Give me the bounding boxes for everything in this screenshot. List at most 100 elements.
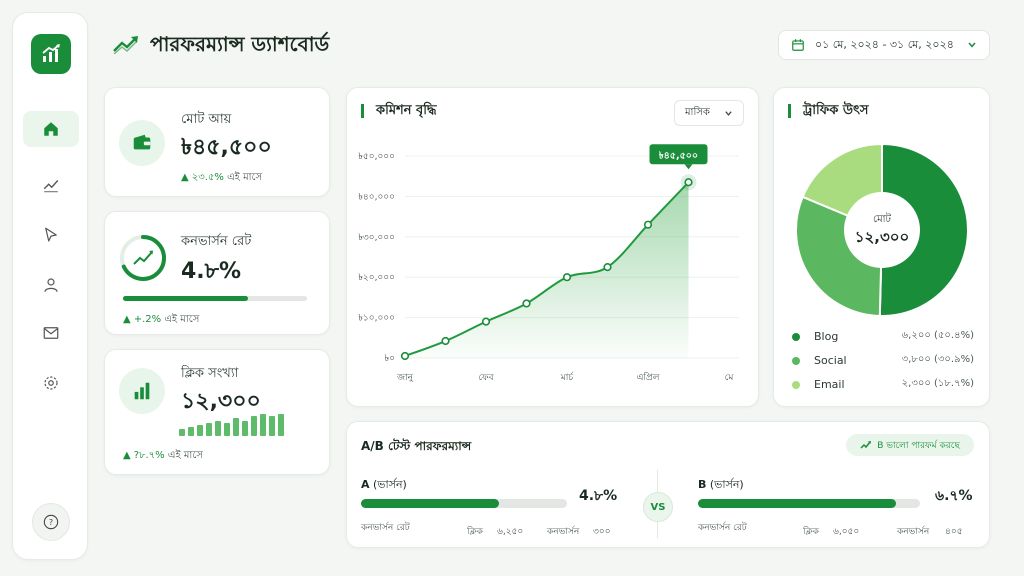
legend-item-blog[interactable]: Blog ৬,২০০ (৫০.৪%) xyxy=(792,328,974,345)
legend-name: Email xyxy=(814,378,845,391)
spark-bar xyxy=(278,414,284,436)
legend-item-social[interactable]: Social ৩,৮০০ (৩০.৯%) xyxy=(792,352,974,369)
spark-bar xyxy=(269,416,275,436)
spark-bar xyxy=(260,414,266,436)
y-tick-label: ৳০ xyxy=(385,354,395,364)
legend-name: Social xyxy=(814,354,847,367)
tooltip-value: ৳৪৫,৫০০ xyxy=(659,150,698,161)
x-tick-label: জানু xyxy=(396,373,414,383)
donut-center-label: মোট xyxy=(873,212,892,225)
help-button[interactable]: ? xyxy=(32,503,70,541)
x-tick-label: মার্চ xyxy=(560,372,574,383)
conversion-label: কনভার্সন রেট xyxy=(181,234,252,249)
variant-a-clicks: ৬,২৫০ xyxy=(497,527,524,537)
conversion-change: ▲ +.2% এই মাসে xyxy=(123,314,200,325)
commission-area xyxy=(405,182,689,358)
commission-chart-card: কমিশন বৃদ্ধি মাসিক ৳০ ৳১০,০০০ ৳২০,০০০ ৳৩০,০… xyxy=(346,87,759,407)
gear-icon xyxy=(44,376,58,390)
variant-b-clicks: ৬,০৫০ xyxy=(833,527,860,537)
donut-center-value: ১২,৩০০ xyxy=(855,228,909,246)
clicks-label: ক্লিক সংখ্যা xyxy=(181,366,239,381)
data-point[interactable] xyxy=(643,220,653,229)
y-tick-label: ৳৩০,০০০ xyxy=(358,233,395,243)
period-select[interactable]: মাসিক xyxy=(674,100,744,126)
legend-name: Blog xyxy=(814,330,839,343)
traffic-title: ট্রাফিক উৎস xyxy=(788,104,869,118)
nav-cursor[interactable] xyxy=(23,217,79,253)
legend-value: ৩,৮০০ (৩০.৯%) xyxy=(901,354,974,365)
variant-a-conv-label: কনভার্সন রেট xyxy=(361,523,410,533)
variant-a-label: A (ভার্সন) xyxy=(361,478,407,491)
up-arrow-icon: ▲ xyxy=(123,314,131,325)
legend-dot xyxy=(792,332,800,341)
data-point[interactable] xyxy=(481,317,491,326)
trend-up-icon xyxy=(113,36,138,54)
revenue-label: মোট আয় xyxy=(181,112,232,127)
y-tick-label: ৳৫০,০০০ xyxy=(358,152,395,162)
spark-bar xyxy=(188,427,194,436)
nav-analytics[interactable] xyxy=(23,167,79,203)
data-point[interactable] xyxy=(400,351,410,361)
tooltip-pointer xyxy=(684,164,693,170)
variant-b-conv-count-label: কনভার্সন xyxy=(897,527,930,537)
trend-up-icon xyxy=(860,441,872,449)
variant-b-pct: ৬.৭% xyxy=(935,488,973,504)
spark-bar xyxy=(251,416,257,436)
trend-icon xyxy=(43,180,59,193)
logo-icon[interactable] xyxy=(31,34,71,74)
data-point[interactable] xyxy=(603,263,612,272)
spark-bar xyxy=(179,429,185,436)
nav-settings[interactable] xyxy=(23,365,79,401)
conversion-card: কনভার্সন রেট 4.৮% ▲ +.2% এই মাসে xyxy=(104,211,330,335)
svg-text:?: ? xyxy=(49,518,53,527)
clicks-card: ক্লিক সংখ্যা ১২,৩০০ ▲ ?৮.৭% এই মাসে xyxy=(104,349,330,475)
donut-center xyxy=(844,192,920,268)
spark-bar xyxy=(224,422,230,436)
ab-winner-badge: B ভালো পারফর্ম করছে xyxy=(846,434,974,456)
question-icon: ? xyxy=(43,514,59,530)
variant-b-label: B (ভার্সন) xyxy=(698,478,744,491)
legend-value: ২,৩০০ (১৮.৭%) xyxy=(901,378,974,389)
conversion-progress xyxy=(123,296,307,301)
spark-bar xyxy=(233,418,239,436)
spark-bar xyxy=(197,425,203,436)
date-range-picker[interactable]: ০১ মে, ২০২৪ - ৩১ মে, ২০২৪ xyxy=(778,30,990,60)
vs-badge: VS xyxy=(643,492,673,522)
legend-dot xyxy=(792,380,800,389)
chevron-down-icon xyxy=(968,42,976,48)
commission-chart: ৳০ ৳১০,০০০ ৳২০,০০০ ৳৩০,০০০ ৳৪০,০০০ ৳৫০,০০০ জান… xyxy=(358,144,739,383)
legend-dot xyxy=(792,356,800,365)
nav-users[interactable] xyxy=(23,267,79,303)
clicks-sparkbars xyxy=(179,414,284,436)
legend-item-email[interactable]: Email ২,৩০০ (১৮.৭%) xyxy=(792,376,974,393)
home-icon xyxy=(44,122,58,136)
variant-b-conv-count: ৪০৫ xyxy=(945,527,963,537)
y-tick-label: ৳৪০,০০০ xyxy=(358,192,395,202)
traffic-donut-chart: মোট ১২,৩০০ xyxy=(795,142,969,317)
cursor-icon xyxy=(45,227,57,242)
clicks-change: ▲ ?৮.৭% এই মাসে xyxy=(123,450,203,461)
user-icon xyxy=(44,278,58,292)
nav-mail[interactable] xyxy=(23,315,79,351)
variant-a-conv-count: ৩০০ xyxy=(593,527,611,537)
variant-a-conv-count-label: কনভার্সন xyxy=(547,527,580,537)
page-title: পারফরম্যান্স ড্যাশবোর্ড xyxy=(150,32,330,56)
data-point[interactable] xyxy=(562,273,572,282)
revenue-value: ৳৪৫,৫০০ xyxy=(181,135,272,160)
data-point[interactable] xyxy=(522,299,531,308)
variant-a-clicks-label: ক্লিক xyxy=(467,527,483,537)
data-point[interactable] xyxy=(441,336,450,346)
calendar-icon xyxy=(792,39,804,51)
data-point[interactable] xyxy=(684,178,693,187)
variant-b-clicks-label: ক্লিক xyxy=(803,527,819,537)
nav-home[interactable] xyxy=(23,111,79,147)
commission-title: কমিশন বৃদ্ধি xyxy=(361,104,437,118)
ab-test-card: A/B টেস্ট পারফরম্যান্স B ভালো পারফর্ম কর… xyxy=(346,421,990,548)
mail-icon xyxy=(43,327,59,339)
variant-b-progress xyxy=(698,499,920,508)
donut-slice-blog[interactable] xyxy=(878,142,969,317)
x-tick-label: এপ্রিল xyxy=(637,372,660,383)
bar-chart-icon xyxy=(119,368,165,414)
variant-b-conv-label: কনভার্সন রেট xyxy=(698,523,747,533)
clicks-value: ১২,৩০০ xyxy=(181,389,261,414)
